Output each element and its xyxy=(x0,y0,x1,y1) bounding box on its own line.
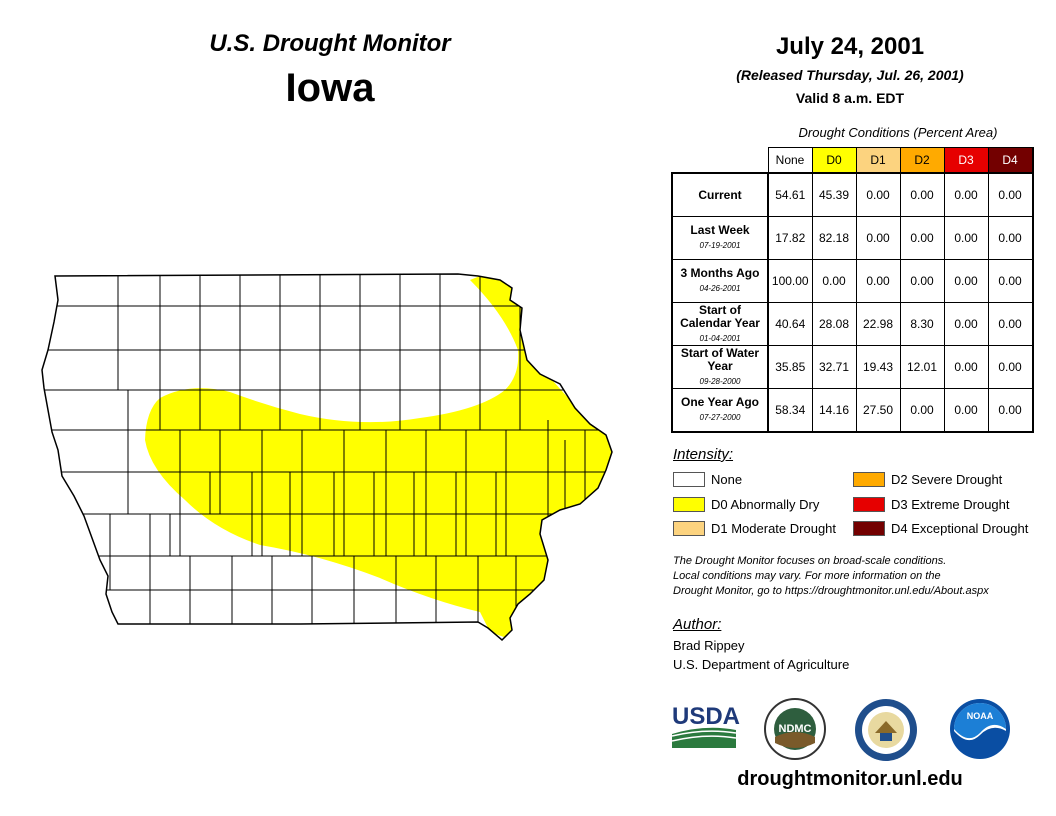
author-org: U.S. Department of Agriculture xyxy=(673,657,850,672)
table-cell: 22.98 xyxy=(855,302,901,346)
row-label: Current xyxy=(671,172,769,217)
table-cell: 0.00 xyxy=(855,259,901,303)
author-title: Author: xyxy=(673,616,722,633)
usda-logo: USDA xyxy=(671,703,740,748)
legend-item-d3: D3 Extreme Drought xyxy=(853,495,1010,513)
iowa-drought-map xyxy=(41,273,613,642)
table-cell: 32.71 xyxy=(811,345,857,389)
table-cell: 0.00 xyxy=(943,216,989,260)
column-header-d0: D0 xyxy=(811,147,857,174)
legend-swatch xyxy=(853,520,885,536)
conditions-caption: Drought Conditions (Percent Area) xyxy=(798,125,998,140)
column-header-none: None xyxy=(767,147,813,174)
table-cell: 0.00 xyxy=(943,302,989,346)
table-cell: 40.64 xyxy=(767,302,813,346)
row-label: Last Week 07-19-2001 xyxy=(671,216,769,260)
table-cell: 0.00 xyxy=(943,172,989,217)
row-label: Start of Water Year 09-28-2000 xyxy=(671,345,769,389)
table-cell: 0.00 xyxy=(987,216,1034,260)
state-title: Iowa xyxy=(285,66,375,110)
table-cell: 0.00 xyxy=(987,345,1034,389)
legend-swatch xyxy=(673,471,705,487)
svg-text:NOAA: NOAA xyxy=(967,711,994,721)
legend-item-d2: D2 Severe Drought xyxy=(853,470,1002,488)
row-label: 3 Months Ago 04-26-2001 xyxy=(671,259,769,303)
svg-text:USDA: USDA xyxy=(672,703,740,730)
legend-title: Intensity: xyxy=(673,446,734,463)
table-cell: 82.18 xyxy=(811,216,857,260)
county-lines xyxy=(42,274,612,630)
table-cell: 12.01 xyxy=(899,345,945,389)
svg-text:NDMC: NDMC xyxy=(779,723,812,735)
table-corner xyxy=(672,147,768,174)
author-name: Brad Rippey xyxy=(673,638,745,653)
table-cell: 0.00 xyxy=(987,302,1034,346)
column-header-d2: D2 xyxy=(899,147,945,174)
legend-item-d0: D0 Abnormally Dry xyxy=(673,495,819,513)
table-cell: 0.00 xyxy=(987,259,1034,303)
table-cell: 0.00 xyxy=(899,172,945,217)
table-cell: 35.85 xyxy=(767,345,813,389)
table-cell: 58.34 xyxy=(767,388,813,433)
table-cell: 0.00 xyxy=(943,259,989,303)
column-header-d4: D4 xyxy=(987,147,1034,174)
legend-swatch xyxy=(673,496,705,512)
table-cell: 0.00 xyxy=(899,259,945,303)
column-header-d3: D3 xyxy=(943,147,989,174)
table-cell: 17.82 xyxy=(767,216,813,260)
table-cell: 14.16 xyxy=(811,388,857,433)
legend-swatch xyxy=(673,520,705,536)
table-cell: 19.43 xyxy=(855,345,901,389)
legend-swatch xyxy=(853,471,885,487)
table-cell: 45.39 xyxy=(811,172,857,217)
table-cell: 0.00 xyxy=(987,172,1034,217)
conditions-table: None D0 D1 D2 D3 D4 Current 54.61 45.39 … xyxy=(671,147,1034,433)
table-row: Start of Water Year 09-28-2000 35.85 32.7… xyxy=(671,345,1034,389)
row-label: One Year Ago 07-27-2000 xyxy=(671,388,769,433)
disclaimer: The Drought Monitor focuses on broad-sca… xyxy=(673,555,989,597)
column-header-d1: D1 xyxy=(855,147,901,174)
table-row: Current 54.61 45.39 0.00 0.00 0.00 0.00 xyxy=(671,172,1034,217)
table-row: One Year Ago 07-27-2000 58.34 14.16 27.50… xyxy=(671,388,1034,433)
table-cell: 0.00 xyxy=(943,388,989,433)
table-cell: 0.00 xyxy=(899,216,945,260)
table-cell: 27.50 xyxy=(855,388,901,433)
ndmc-logo: NDMC xyxy=(764,698,826,760)
legend-item-d1: D1 Moderate Drought xyxy=(673,519,836,537)
d0-abnormally-dry-area xyxy=(145,274,612,640)
commerce-seal-logo xyxy=(855,699,917,761)
row-label: Start of Calendar Year 01-04-2001 xyxy=(671,302,769,346)
noaa-logo: NOAA xyxy=(950,699,1010,759)
table-cell: 0.00 xyxy=(987,388,1034,433)
table-header-row: None D0 D1 D2 D3 D4 xyxy=(672,147,1034,174)
table-row: Last Week 07-19-2001 17.82 82.18 0.00 0.0… xyxy=(671,216,1034,260)
valid-time: Valid 8 a.m. EDT xyxy=(795,90,905,106)
table-cell: 28.08 xyxy=(811,302,857,346)
monitor-title: U.S. Drought Monitor xyxy=(209,30,451,57)
table-cell: 0.00 xyxy=(855,216,901,260)
table-row: 3 Months Ago 04-26-2001 100.00 0.00 0.00 … xyxy=(671,259,1034,303)
website-url: droughtmonitor.unl.edu xyxy=(737,768,963,790)
table-cell: 0.00 xyxy=(811,259,857,303)
table-cell: 0.00 xyxy=(943,345,989,389)
iowa-state-outline xyxy=(41,273,613,642)
legend-item-d4: D4 Exceptional Drought xyxy=(853,519,1028,537)
legend-swatch xyxy=(853,496,885,512)
map-date: July 24, 2001 xyxy=(775,33,925,60)
table-row: Start of Calendar Year 01-04-2001 40.64 2… xyxy=(671,302,1034,346)
table-cell: 0.00 xyxy=(899,388,945,433)
legend-item-none: None xyxy=(673,470,742,488)
table-cell: 100.00 xyxy=(767,259,813,303)
table-cell: 54.61 xyxy=(767,172,813,217)
table-cell: 8.30 xyxy=(899,302,945,346)
table-cell: 0.00 xyxy=(855,172,901,217)
release-date: (Released Thursday, Jul. 26, 2001) xyxy=(736,67,964,83)
